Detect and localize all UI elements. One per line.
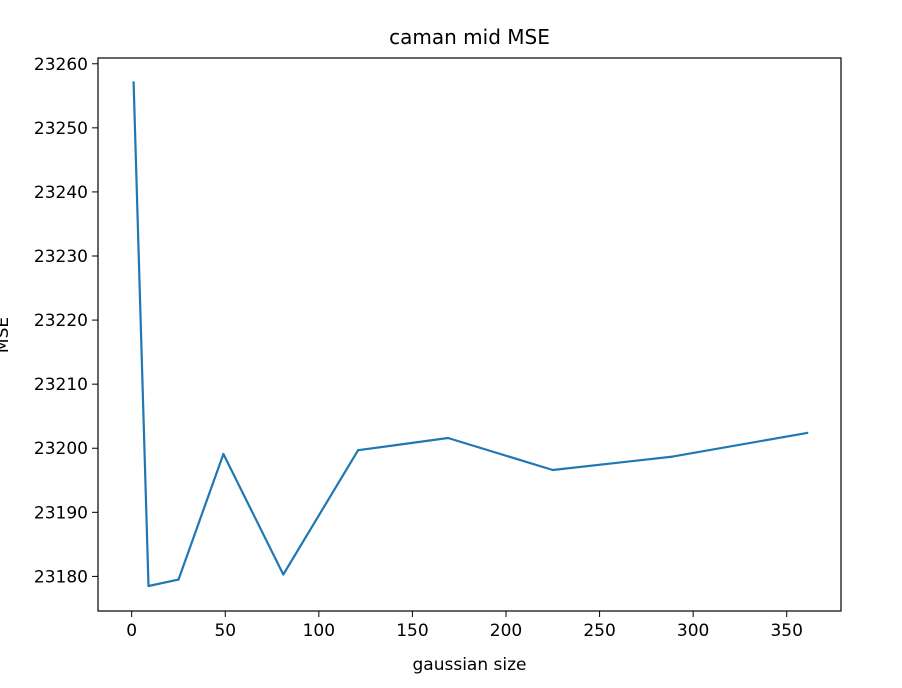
plot-area	[132, 81, 809, 588]
data-point	[671, 455, 674, 458]
data-point	[806, 431, 809, 434]
data-point	[357, 449, 360, 452]
y-axis: 23180 23190 23200 23210 23220 23230 23240 23250…	[34, 55, 98, 587]
x-axis: 0 50 100 150 200 250 300 350	[126, 611, 803, 641]
y-tick-label: 23240	[34, 183, 88, 203]
y-tick-label: 23190	[34, 503, 88, 523]
data-point	[282, 573, 285, 576]
x-tick-label: 50	[214, 621, 236, 641]
x-tick-label: 200	[490, 621, 522, 641]
data-point	[446, 436, 450, 440]
y-tick-label: 23250	[34, 119, 88, 139]
y-tick-label: 23230	[34, 247, 88, 267]
x-tick-label: 250	[583, 621, 615, 641]
x-tick-label: 0	[126, 621, 137, 641]
data-point	[132, 81, 135, 84]
data-point	[551, 468, 554, 472]
x-tick-label: 300	[677, 621, 709, 641]
data-point	[147, 584, 150, 588]
x-tick-label: 100	[303, 621, 335, 641]
x-axis-title: gaussian size	[413, 655, 527, 675]
series-line	[132, 82, 808, 588]
y-axis-title: MSE	[0, 317, 13, 353]
chart-title: caman mid MSE	[389, 25, 550, 49]
y-tick-label: 23180	[34, 567, 88, 587]
x-tick-label: 350	[770, 621, 802, 641]
data-point	[177, 578, 180, 581]
y-tick-label: 23200	[34, 439, 88, 459]
y-tick-label: 23220	[34, 311, 88, 331]
y-tick-label: 23260	[34, 55, 88, 75]
x-tick-label: 150	[396, 621, 428, 641]
y-tick-label: 23210	[34, 375, 88, 395]
plot-frame	[97, 57, 842, 612]
data-point	[222, 452, 225, 456]
